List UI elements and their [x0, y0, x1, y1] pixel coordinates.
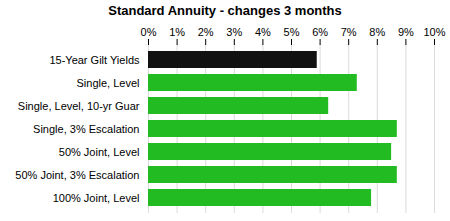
svg-text:1%: 1% — [169, 26, 185, 38]
svg-text:10%: 10% — [423, 26, 445, 38]
svg-text:8%: 8% — [369, 26, 385, 38]
svg-text:4%: 4% — [255, 26, 271, 38]
svg-text:15-Year Gilt Yields: 15-Year Gilt Yields — [49, 54, 140, 66]
svg-text:0%: 0% — [141, 26, 157, 38]
html-text:Standard Annuity - changes 3 m: Standard Annuity - changes 3 months — [108, 3, 342, 18]
svg-text:50% Joint, Level: 50% Joint, Level — [59, 146, 140, 158]
svg-text:7%: 7% — [341, 26, 357, 38]
svg-text:2%: 2% — [198, 26, 214, 38]
svg-text:Single, Level, 10-yr Guar: Single, Level, 10-yr Guar — [18, 100, 140, 112]
svg-text:6%: 6% — [312, 26, 328, 38]
svg-text:5%: 5% — [284, 26, 300, 38]
svg-text:Single, 3% Escalation: Single, 3% Escalation — [33, 123, 139, 135]
svg-text:3%: 3% — [226, 26, 242, 38]
svg-text:Single, Level: Single, Level — [77, 77, 140, 89]
svg-text:50% Joint, 3% Escalation: 50% Joint, 3% Escalation — [15, 169, 139, 181]
svg-text:100% Joint, Level: 100% Joint, Level — [53, 192, 140, 204]
svg-text:9%: 9% — [398, 26, 414, 38]
